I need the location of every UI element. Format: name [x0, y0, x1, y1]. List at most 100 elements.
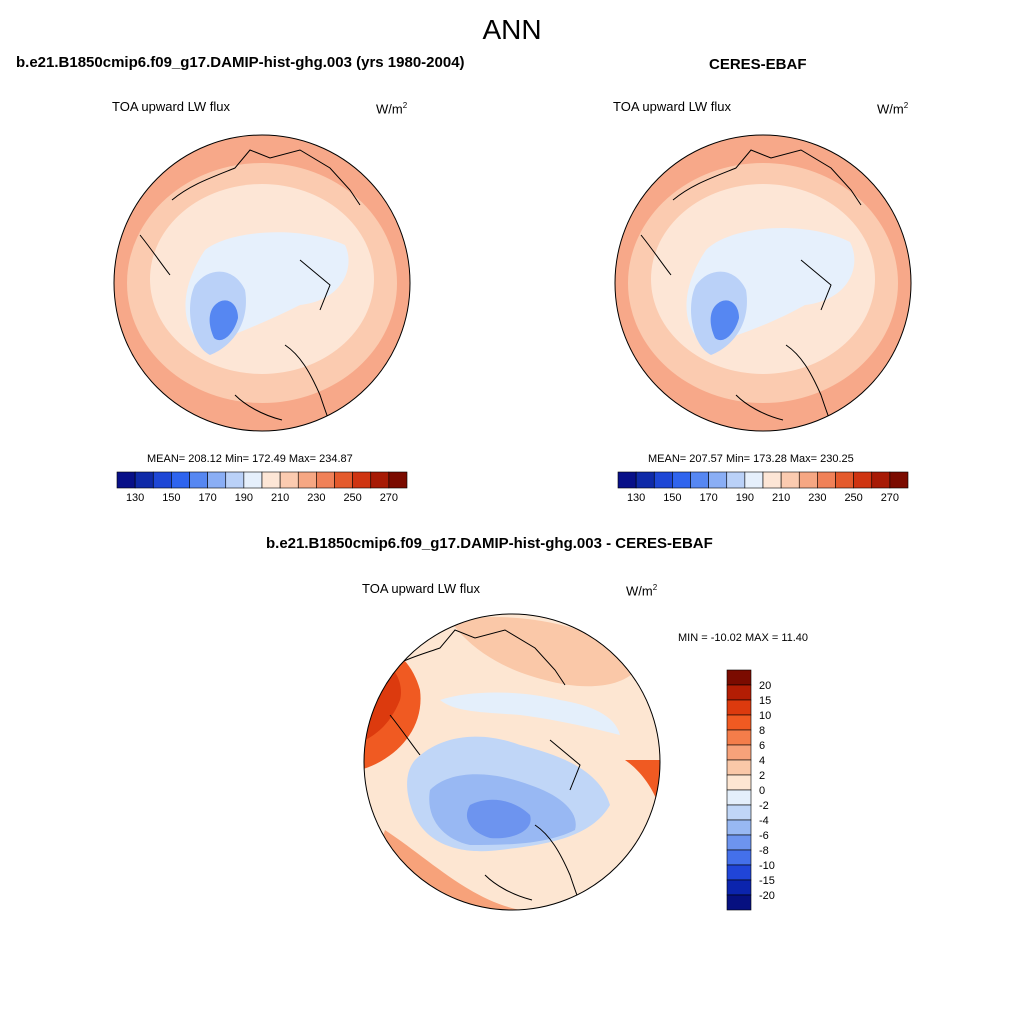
diff-colorbar-box [726, 789, 752, 806]
obs-colorbar-box [780, 471, 800, 489]
model-colorbar-box [261, 471, 281, 489]
diff-colorbar-tick-label: -4 [759, 815, 769, 827]
obs-colorbar-box [817, 471, 836, 489]
model-colorbar-tick-label: 130 [126, 492, 144, 504]
diff-colorbar-tick-label: 0 [759, 785, 765, 797]
model-colorbar-box [207, 471, 227, 489]
model-colorbar-box [189, 471, 208, 489]
obs-colorbar-box [708, 471, 728, 489]
diff-colorbar-tick-label: 8 [759, 725, 765, 737]
diff-colorbar-box [726, 699, 752, 716]
diff-colorbar-tick-label: 2 [759, 770, 765, 782]
obs-colorbar-tick-label: 250 [844, 492, 862, 504]
model-colorbar-tick-label: 250 [343, 492, 361, 504]
diff-field-neutral [440, 692, 620, 735]
diff-variable-label: TOA upward LW flux [362, 581, 481, 596]
model-colorbar-tick-label: 170 [198, 492, 216, 504]
model-stats: MEAN= 208.12 Min= 172.49 Max= 234.87 [147, 453, 353, 465]
obs-map-border [614, 134, 912, 432]
obs-colorbar-tick-label: 230 [808, 492, 826, 504]
diff-colorbar-box [726, 864, 752, 881]
model-colorbar-box [316, 471, 335, 489]
obs-map [615, 135, 911, 431]
diff-colorbar-box [726, 669, 752, 686]
diff-field-warm-east [625, 760, 660, 810]
model-colorbar-box [388, 471, 408, 489]
model-colorbar-box [334, 471, 353, 489]
model-colorbar: 130 150 170 190 210 230 250 270 [116, 471, 408, 504]
diff-colorbar-tick-label: 4 [759, 755, 765, 767]
diff-map-border [363, 613, 661, 911]
obs-colorbar-box [744, 471, 764, 489]
model-coastlines [139, 149, 361, 431]
diff-colorbar-box [726, 744, 752, 761]
diff-colorbar-tick-label: 10 [759, 710, 771, 722]
obs-stats: MEAN= 207.57 Min= 173.28 Max= 230.25 [648, 453, 854, 465]
diff-colorbar-tick-label: -15 [759, 875, 775, 887]
model-colorbar-box [171, 471, 190, 489]
model-colorbar-box [370, 471, 390, 489]
model-colorbar-box [279, 471, 299, 489]
obs-variable-label: TOA upward LW flux [613, 99, 732, 114]
obs-colorbar: 130 150 170 190 210 230 250 270 [617, 471, 909, 504]
model-colorbar-box [243, 471, 263, 489]
diff-colorbar-box [726, 759, 752, 776]
model-colorbar-box [297, 471, 317, 489]
diff-colorbar-box [726, 714, 752, 731]
obs-colorbar-tick-label: 170 [699, 492, 717, 504]
model-units-label: W/m2 [376, 101, 408, 117]
diff-colorbar-box [726, 684, 752, 701]
obs-colorbar-tick-label: 190 [736, 492, 754, 504]
diff-panel-title: b.e21.B1850cmip6.f09_g17.DAMIP-hist-ghg.… [266, 535, 713, 552]
model-colorbar-tick-label: 190 [235, 492, 253, 504]
model-map [114, 135, 410, 431]
obs-coastlines [640, 149, 862, 431]
diff-colorbar-box [726, 834, 752, 851]
model-colorbar-box [134, 471, 154, 489]
model-colorbar-box [352, 471, 372, 489]
obs-colorbar-box [762, 471, 782, 489]
diff-colorbar-box [726, 819, 752, 836]
model-colorbar-box [152, 471, 172, 489]
obs-greenland-core [710, 300, 739, 341]
model-greenland-core [209, 300, 238, 341]
model-colorbar-tick-label: 150 [162, 492, 180, 504]
diff-coastlines [379, 629, 586, 910]
model-map-border [113, 134, 411, 432]
obs-colorbar-tick-label: 270 [881, 492, 899, 504]
main-title: ANN [482, 14, 542, 45]
diff-colorbar-box [726, 894, 752, 911]
obs-colorbar-box [835, 471, 854, 489]
model-colorbar-box [116, 471, 136, 489]
obs-colorbar-box [889, 471, 909, 489]
obs-units-label: W/m2 [877, 101, 909, 117]
diff-colorbar-box [726, 774, 752, 791]
diff-field-coldest [466, 799, 531, 839]
obs-colorbar-box [672, 471, 691, 489]
obs-colorbar-box [617, 471, 637, 489]
model-colorbar-box [225, 471, 245, 489]
diff-units-label: W/m2 [626, 583, 658, 599]
diff-colorbar-box [726, 729, 752, 746]
obs-colorbar-box [871, 471, 891, 489]
diff-colorbar-box [726, 804, 752, 821]
obs-colorbar-tick-label: 210 [772, 492, 790, 504]
model-panel-title: b.e21.B1850cmip6.f09_g17.DAMIP-hist-ghg.… [16, 54, 465, 71]
obs-colorbar-tick-label: 130 [627, 492, 645, 504]
model-colorbar-tick-label: 210 [271, 492, 289, 504]
diff-stats: MIN = -10.02 MAX = 11.40 [678, 632, 809, 644]
obs-colorbar-box [635, 471, 655, 489]
obs-colorbar-tick-label: 150 [663, 492, 681, 504]
diff-field-warm-north [450, 617, 640, 687]
obs-colorbar-box [653, 471, 673, 489]
obs-colorbar-box [853, 471, 873, 489]
diff-colorbar-tick-label: 15 [759, 695, 771, 707]
obs-colorbar-box [690, 471, 709, 489]
diff-colorbar-tick-label: -6 [759, 830, 769, 842]
model-colorbar-tick-label: 270 [380, 492, 398, 504]
diff-colorbar-tick-label: -2 [759, 800, 769, 812]
diff-colorbar-tick-label: -10 [759, 860, 775, 872]
model-variable-label: TOA upward LW flux [112, 99, 231, 114]
